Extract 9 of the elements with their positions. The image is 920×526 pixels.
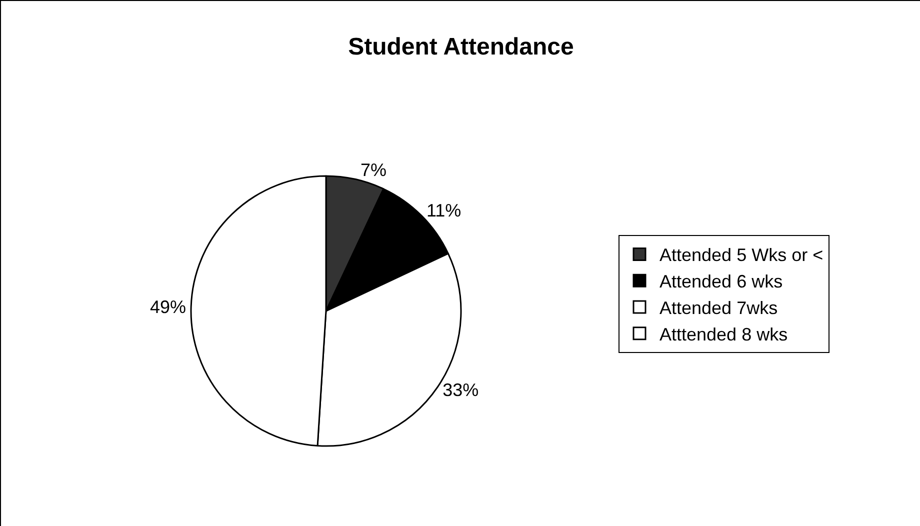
data-label: 11% bbox=[426, 200, 462, 221]
legend-label: Atttended 8 wks bbox=[660, 324, 788, 344]
data-label: 33% bbox=[442, 380, 479, 400]
legend-label: Attended 6 wks bbox=[660, 272, 783, 292]
data-label: 7% bbox=[360, 160, 386, 180]
legend-label: Attended 7wks bbox=[660, 298, 778, 318]
legend-label: Attended 5 Wks or < bbox=[660, 245, 824, 266]
data-label: 49% bbox=[150, 296, 186, 317]
chart-title: Student Attendance bbox=[348, 34, 574, 61]
